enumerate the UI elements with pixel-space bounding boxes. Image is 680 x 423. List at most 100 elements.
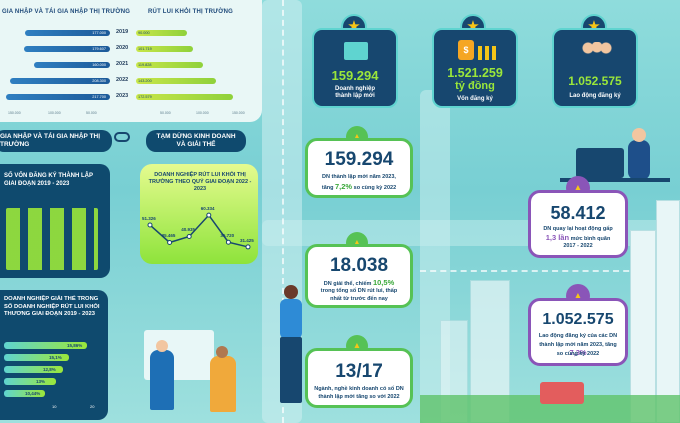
axis-label: 100.000 [48, 111, 61, 115]
dissolve-panel: DOANH NGHIỆP GIẢI THỂ TRONG SỐ DOANH NGH… [0, 290, 108, 420]
exit-bar [136, 30, 187, 36]
year-label: 2023 [116, 93, 129, 99]
exit-line-chart: DOANH NGHIỆP RÚT LUI KHỎI THỊ TRƯỜNG THE… [140, 164, 258, 264]
line-point [167, 239, 173, 245]
house [540, 382, 584, 404]
green-text-2: trong tổng số DN rút lui, thấp [320, 288, 398, 294]
woman-illustration [276, 285, 306, 415]
person-2-head [216, 346, 228, 358]
dissolve-bar-label: 10,44% [25, 391, 41, 396]
person-1 [150, 350, 174, 410]
line-point-label: 35.465 [161, 233, 176, 239]
axis-label: 150.000 [8, 111, 21, 115]
green-card-dissolved: 18.038 DN giải thể, chiếm 10,5% trong tổ… [305, 244, 413, 308]
green-highlight: 10,5% [372, 278, 395, 287]
purple-text-1: DN quay lại hoạt động gấp [543, 226, 613, 232]
exit-bar-label: 143.200 [138, 79, 152, 83]
chart-title-entry: GIA NHẬP VÀ TÁI GIA NHẬP THỊ TRƯỜNG [2, 9, 131, 15]
person-2 [210, 356, 236, 412]
purple-text-1: Lao động đăng ký của các DN [538, 333, 618, 339]
entry-bar-label: 208.300 [92, 79, 106, 83]
entry-bar [6, 94, 110, 100]
exit-bar [136, 62, 203, 68]
axis-label: 150.000 [232, 111, 245, 115]
line-point-label: 40.935 [181, 227, 195, 233]
line-point [206, 212, 212, 218]
entry-bar [24, 46, 110, 52]
purple-text-3: 2017 - 2022 [563, 243, 593, 249]
line-series [149, 213, 249, 248]
stat-label: Doanh nghiệp thành lập mới [335, 86, 375, 99]
line-chart-svg [147, 212, 251, 250]
entry-exit-chart-panel: GIA NHẬP VÀ TÁI GIA NHẬP THỊ TRƯỜNG RÚT … [0, 0, 262, 122]
section-head-entry: GIA NHẬP VÀ TÁI GIA NHẬP THỊ TRƯỜNG [0, 130, 112, 152]
green-value: 18.038 [329, 255, 389, 276]
stat-value: 159.294 [331, 68, 379, 83]
dissolve-bar [4, 390, 45, 397]
purple-text-3: so cùng kỳ 2022 [556, 351, 600, 357]
year-label: 2021 [116, 61, 129, 67]
capital-title: SỐ VỐN ĐĂNG KÝ THÀNH LẬP GIAI ĐOẠN 2019 … [4, 173, 93, 187]
line-point-label: 51.326 [142, 216, 156, 222]
axis-label: 50.000 [160, 111, 171, 115]
dissolve-bar-label: 13% [36, 379, 46, 384]
purple-text-2: thành lập mới năm 2023, tăng 7,3% [539, 342, 617, 357]
stat-value: 1.052.575 [568, 74, 622, 88]
green-card-new-firms: 159.294 DN thành lập mới năm 2023, tăng … [305, 138, 413, 198]
dissolve-bar [4, 378, 56, 385]
link-icon [114, 132, 130, 142]
entry-bar-label: 217.700 [92, 95, 106, 99]
green-highlight: 7,2% [335, 182, 353, 191]
woman-shirt [280, 299, 302, 339]
line-point-label: 31.425 [240, 237, 254, 243]
exit-bar [136, 78, 216, 84]
dissolve-axis-label: 20 [90, 404, 95, 409]
green-text-3: nhất từ trước đến nay [330, 296, 388, 302]
stat-label: Vốn đăng ký [457, 96, 493, 102]
entry-bar-label: 177.000 [92, 31, 106, 35]
road-dash [282, 0, 284, 423]
year-label: 2020 [116, 45, 129, 51]
axis-label: 50.000 [86, 111, 97, 115]
entry-bar-label: 160.000 [92, 63, 106, 67]
line-point [225, 239, 231, 245]
building-icon [344, 42, 368, 60]
stat-value: 1.521.259 [447, 66, 503, 80]
dissolve-bar [4, 366, 63, 373]
entry-bar [10, 78, 110, 84]
entry-bar-label: 179.607 [92, 47, 106, 51]
stat-card-new-firms: 159.294 Doanh nghiệp thành lập mới [312, 28, 398, 108]
year-label: 2022 [116, 77, 129, 83]
person-1-head [156, 340, 168, 352]
money-bag-icon: $ [458, 40, 474, 60]
green-value: 13/17 [335, 361, 383, 382]
purple-highlight: 7,3% [569, 348, 587, 357]
bar-icon [478, 46, 496, 60]
capital-bars [6, 208, 98, 270]
green-text-1: Ngành, nghề kinh doanh có số DN [314, 386, 404, 392]
line-point [186, 233, 192, 239]
capital-panel: SỐ VỐN ĐĂNG KÝ THÀNH LẬP GIAI ĐOẠN 2019 … [0, 164, 110, 278]
woman-skirt [280, 337, 302, 403]
dissolve-bar-label: 15,1% [49, 355, 62, 360]
purple-value: 58.412 [550, 203, 606, 223]
man-head [632, 128, 646, 142]
purple-text-2: 1,3 lần mức bình quân [545, 233, 611, 242]
exit-bar-label: 119.828 [138, 63, 152, 67]
green-text-2: thành lập mới tăng so với 2022 [318, 394, 400, 400]
exit-bar-label: 172.579 [138, 95, 152, 99]
green-card-industries: 13/17 Ngành, nghề kinh doanh có số DN th… [305, 348, 413, 408]
line-point-label: 35.720 [220, 233, 235, 239]
line-point [147, 222, 153, 228]
road-dash-h [420, 270, 680, 272]
axis-label: 100.000 [196, 111, 209, 115]
green-text-1: DN thành lập mới năm 2023, [322, 174, 396, 180]
purple-value: 1.052.575 [542, 311, 614, 328]
dissolve-axis-label: 10 [52, 404, 57, 409]
dissolve-bar-label: 15,86% [67, 343, 83, 348]
exit-bar [136, 94, 233, 100]
purple-card-returned: 58.412 DN quay lại hoạt động gấp 1,3 lần… [528, 190, 628, 258]
dissolve-bar-label: 12,8% [43, 367, 56, 372]
green-value: 159.294 [324, 149, 394, 170]
